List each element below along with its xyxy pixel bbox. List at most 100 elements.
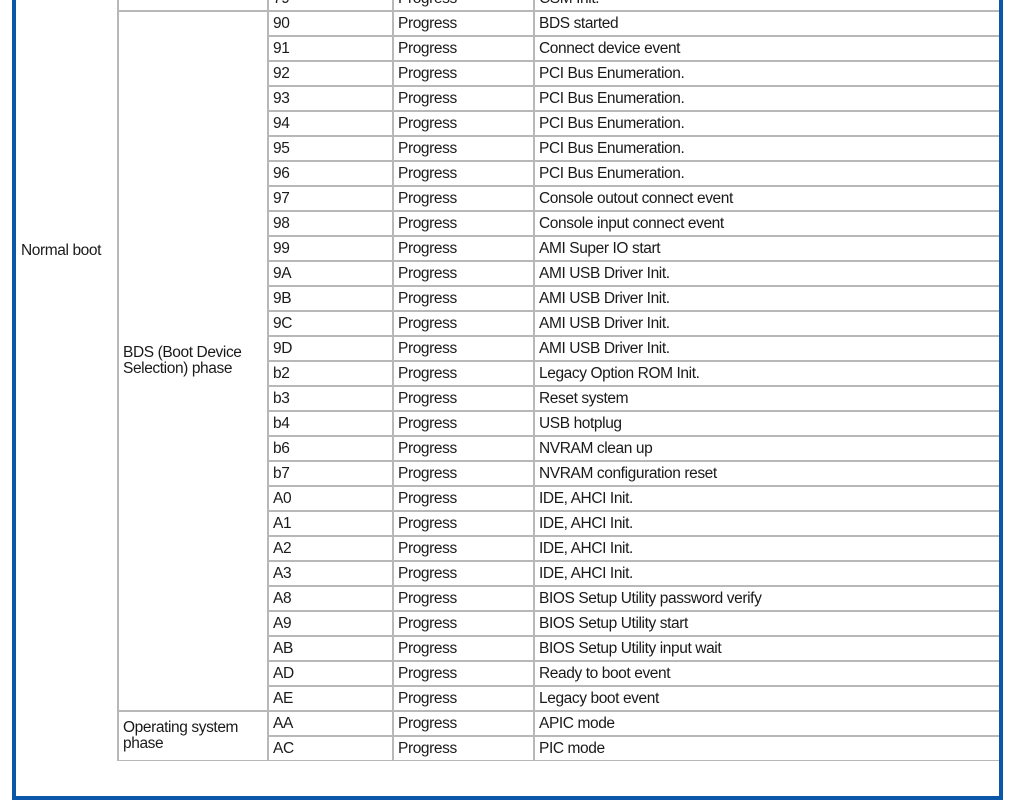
description-cell: IDE, AHCI Init. [534,486,999,511]
code-cell: 91 [268,36,393,61]
code-cell: 9A [268,261,393,286]
phase-cell: Operating system phase [118,711,268,761]
table-row: 9D Progress AMI USB Driver Init. [17,336,999,361]
description-cell: CSM Init. [534,0,999,11]
post-code-table: Normal boot79ProgressCSM Init.BDS (Boot … [17,0,999,761]
code-cell: 96 [268,161,393,186]
code-cell: b4 [268,411,393,436]
post-code-table-frame: Normal boot79ProgressCSM Init.BDS (Boot … [12,0,1003,800]
code-cell: AE [268,686,393,711]
code-cell: b6 [268,436,393,461]
table-row: b3 Progress Reset system [17,386,999,411]
code-cell: 9C [268,311,393,336]
table-row: Normal boot79ProgressCSM Init. [17,0,999,761]
description-cell: Console outout connect event [534,186,999,211]
table-row: AC Progress PIC mode [17,736,999,761]
description-cell: NVRAM clean up [534,436,999,461]
code-cell: b7 [268,461,393,486]
code-cell: 92 [268,61,393,86]
description-cell: AMI USB Driver Init. [534,336,999,361]
type-cell: Progress [393,461,534,486]
description-cell: BIOS Setup Utility input wait [534,636,999,661]
type-cell: Progress [393,261,534,286]
type-cell: Progress [393,611,534,636]
table-row: 95 Progress PCI Bus Enumeration. [17,136,999,161]
type-cell: Progress [393,11,534,36]
table-row: A3 Progress IDE, AHCI Init. [17,561,999,586]
type-cell: Progress [393,361,534,386]
type-cell: Progress [393,636,534,661]
description-cell: BDS started [534,11,999,36]
table-row: A8 Progress BIOS Setup Utility password ve… [17,586,999,611]
description-cell: PCI Bus Enumeration. [534,61,999,86]
table-row: b4 Progress USB hotplug [17,411,999,436]
description-cell: PCI Bus Enumeration. [534,136,999,161]
description-cell: Ready to boot event [534,661,999,686]
code-cell: 9B [268,286,393,311]
type-cell: Progress [393,311,534,336]
table-row: b7 Progress NVRAM configuration reset [17,461,999,486]
description-cell: AMI Super IO start [534,236,999,261]
code-cell: 90 [268,11,393,36]
code-cell: A2 [268,536,393,561]
type-cell: Progress [393,61,534,86]
type-cell: Progress [393,236,534,261]
type-cell: Progress [393,736,534,761]
table-row: 98 Progress Console input connect event [17,211,999,236]
table-row: AE Progress Legacy boot event [17,686,999,711]
description-cell: Connect device event [534,36,999,61]
description-cell: BIOS Setup Utility start [534,611,999,636]
description-cell: Legacy boot event [534,686,999,711]
table-row: b6 Progress NVRAM clean up [17,436,999,461]
table-row: BDS (Boot Device Selection) phase 90 Progr… [17,11,999,711]
table-row: 97 Progress Console outout connect event [17,186,999,211]
description-cell: AMI USB Driver Init. [534,286,999,311]
table-row: A0 Progress IDE, AHCI Init. [17,486,999,511]
code-cell: A3 [268,561,393,586]
table-row: AD Progress Ready to boot event [17,661,999,686]
description-cell: NVRAM configuration reset [534,461,999,486]
description-cell: AMI USB Driver Init. [534,311,999,336]
code-cell: 9D [268,336,393,361]
description-cell: AMI USB Driver Init. [534,261,999,286]
code-cell: 79 [268,0,393,11]
description-cell: Reset system [534,386,999,411]
table-row: 9B Progress AMI USB Driver Init. [17,286,999,311]
type-cell: Progress [393,661,534,686]
type-cell: Progress [393,711,534,736]
table-row: Operating system phase AA Progress APIC mod… [17,711,999,761]
type-cell: Progress [393,211,534,236]
type-cell: Progress [393,686,534,711]
type-cell: Progress [393,336,534,361]
table-row: 93 Progress PCI Bus Enumeration. [17,86,999,111]
description-cell: IDE, AHCI Init. [534,561,999,586]
phase-cell [118,0,268,11]
type-cell: Progress [393,511,534,536]
type-cell: Progress [393,486,534,511]
type-cell: Progress [393,286,534,311]
code-cell: 93 [268,86,393,111]
table-row: A1 Progress IDE, AHCI Init. [17,511,999,536]
code-cell: AD [268,661,393,686]
type-cell: Progress [393,386,534,411]
type-cell: Progress [393,136,534,161]
code-cell: AA [268,711,393,736]
type-cell: Progress [393,411,534,436]
type-cell: Progress [393,111,534,136]
description-cell: IDE, AHCI Init. [534,536,999,561]
type-cell: Progress [393,561,534,586]
code-cell: b3 [268,386,393,411]
table-row: 96 Progress PCI Bus Enumeration. [17,161,999,186]
type-cell: Progress [393,161,534,186]
type-cell: Progress [393,0,534,11]
table-row: 99 Progress AMI Super IO start [17,236,999,261]
table-row: 9C Progress AMI USB Driver Init. [17,311,999,336]
description-cell: IDE, AHCI Init. [534,511,999,536]
description-cell: APIC mode [534,711,999,736]
type-cell: Progress [393,586,534,611]
description-cell: Legacy Option ROM Init. [534,361,999,386]
table-row: 94 Progress PCI Bus Enumeration. [17,111,999,136]
type-cell: Progress [393,436,534,461]
code-cell: A0 [268,486,393,511]
table-row: A9 Progress BIOS Setup Utility start [17,611,999,636]
